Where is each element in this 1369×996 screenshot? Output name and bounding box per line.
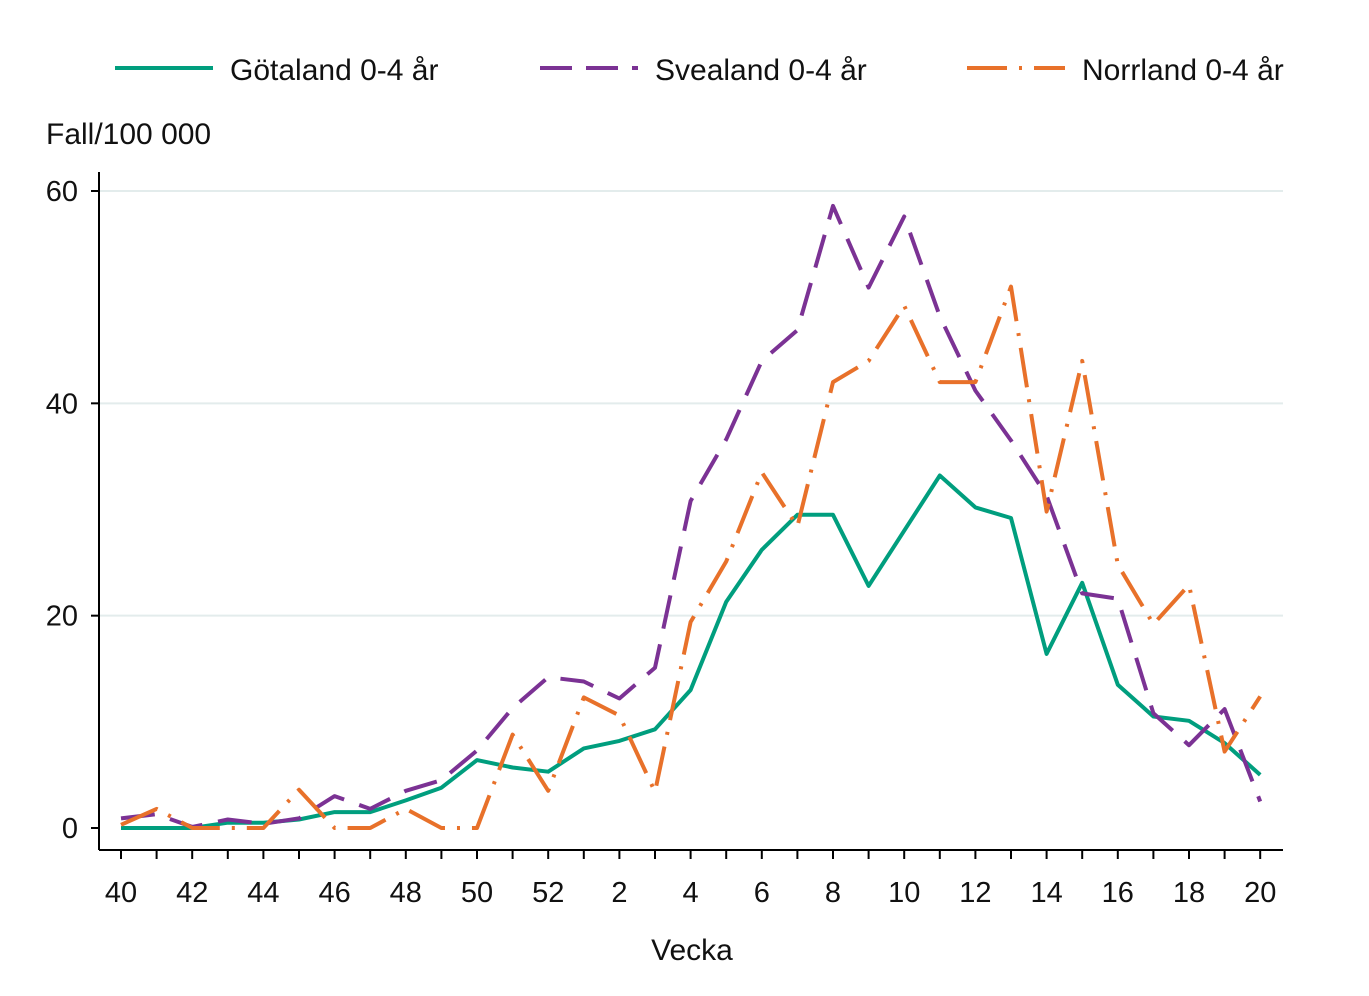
x-tick-label: 16 [1102,877,1134,909]
series-line-1 [120,203,1263,829]
legend-label-0: Götaland 0-4 år [230,54,438,87]
x-tick-label: 2 [611,877,627,909]
x-tick-label: 18 [1173,877,1205,909]
x-tick-label: 20 [1244,877,1276,909]
y-tick-label: 40 [46,388,78,420]
y-tick-label: 60 [46,176,78,208]
y-tick-label: 0 [62,813,78,845]
x-tick-label: 14 [1030,877,1062,909]
x-tick-label: 8 [825,877,841,909]
y-axis-title: Fall/100 000 [46,118,211,151]
x-tick-label: 40 [105,877,137,909]
x-tick-label: 44 [247,877,279,909]
x-tick-label: 12 [959,877,991,909]
legend: Götaland 0-4 år Svealand 0-4 år Norrland 0… [115,54,1284,87]
x-axis-title: Vecka [651,934,733,967]
x-tick-label: 4 [683,877,699,909]
series-lines [120,203,1263,830]
x-tick-label: 50 [461,877,493,909]
x-tick-label: 10 [888,877,920,909]
y-tick-label: 20 [46,601,78,633]
series-line-0 [121,473,1262,830]
gridlines [99,190,1283,617]
x-tick-label: 52 [532,877,564,909]
x-tick-label: 6 [754,877,770,909]
x-tick-label: 42 [176,877,208,909]
series-line-2 [120,284,1262,830]
x-tick-label: 46 [318,877,350,909]
legend-label-1: Svealand 0-4 år [655,54,867,87]
legend-label-2: Norrland 0-4 år [1082,54,1284,87]
x-tick-label: 48 [390,877,422,909]
